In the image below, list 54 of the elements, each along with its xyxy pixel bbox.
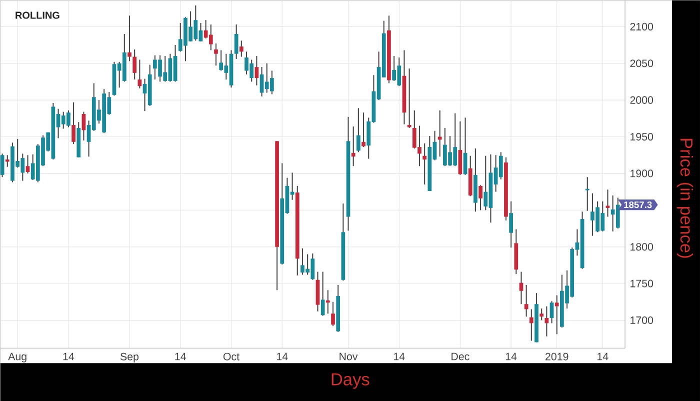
- x-tick-label: Dec: [452, 352, 470, 360]
- candlestick: [26, 154, 30, 174]
- x-tick-label: Oct: [223, 352, 240, 360]
- candlestick: [239, 40, 244, 58]
- candlestick: [214, 42, 218, 66]
- y-tick-label: 2100: [630, 22, 654, 30]
- x-tick-label: 14: [175, 352, 186, 360]
- x-tick-label: 14: [63, 352, 74, 360]
- y-tick-label: 1750: [630, 280, 654, 288]
- y-tick-label: 2000: [630, 96, 654, 104]
- y-axis-title: Price (in pence): [676, 138, 694, 258]
- candlestick: [254, 55, 259, 86]
- y-tick-label: 1800: [630, 243, 654, 251]
- y-tick-label: 2050: [630, 60, 654, 68]
- y-tick-label: 1700: [630, 316, 654, 324]
- candlestick: [422, 142, 427, 185]
- x-tick-label: Aug: [8, 352, 26, 362]
- candlestick: [524, 284, 528, 318]
- candlestick: [128, 15, 132, 62]
- candlestick: [478, 184, 482, 211]
- candlestick: [320, 271, 325, 316]
- candlestick: [138, 59, 142, 89]
- x-tick-label: 14: [598, 352, 608, 360]
- candlestick: [234, 24, 238, 60]
- candlestick: [519, 271, 524, 305]
- candlestick: [132, 48, 137, 80]
- candlestick: [351, 126, 356, 167]
- x-tick-label: Nov: [340, 352, 358, 360]
- text: ROLLING: [16, 12, 60, 19]
- candlestick: [585, 176, 590, 212]
- x-tick-label: Sep: [120, 352, 139, 362]
- x-axis-title: Days: [332, 373, 370, 389]
- candlestick: [0, 153, 4, 178]
- x-tick-label: 14: [277, 352, 288, 360]
- x-tick-label: 14: [506, 352, 517, 360]
- candlestick: [356, 108, 360, 153]
- candlestick: [529, 308, 534, 342]
- candlestick: [550, 300, 554, 324]
- annotation: 1857.3: [624, 201, 652, 208]
- x-tick-label: 2019: [546, 352, 568, 360]
- candlestick: [72, 102, 76, 145]
- candlestick: [540, 308, 544, 321]
- x-tick-label: 14: [394, 352, 405, 360]
- candlestick: [5, 154, 10, 168]
- candlestick: [331, 301, 335, 327]
- y-tick-label: 1900: [630, 170, 654, 178]
- candlestick: [606, 189, 610, 218]
- candlestick: [554, 294, 559, 335]
- candlestick: [544, 306, 549, 337]
- candlestick: [509, 200, 513, 248]
- candlestick: [362, 112, 366, 148]
- candlestick: [326, 290, 330, 314]
- candlestick: [82, 111, 86, 141]
- y-tick-label: 1950: [630, 132, 654, 140]
